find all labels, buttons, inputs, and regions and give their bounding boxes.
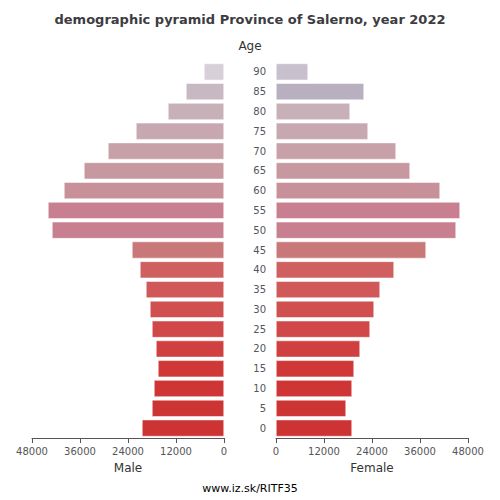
svg-text:55: 55	[253, 205, 266, 216]
svg-text:0: 0	[221, 446, 227, 457]
svg-text:85: 85	[253, 86, 266, 97]
svg-text:80: 80	[253, 106, 266, 117]
svg-text:0: 0	[260, 423, 266, 434]
svg-text:48000: 48000	[452, 446, 484, 457]
svg-text:Age: Age	[238, 39, 261, 53]
svg-text:24000: 24000	[356, 446, 388, 457]
svg-text:demographic pyramid Province o: demographic pyramid Province of Salerno,…	[54, 12, 445, 27]
svg-text:Male: Male	[114, 461, 142, 475]
svg-text:15: 15	[253, 363, 266, 374]
svg-text:25: 25	[253, 324, 266, 335]
svg-text:50: 50	[253, 225, 266, 236]
svg-text:www.iz.sk/RITF35: www.iz.sk/RITF35	[202, 482, 298, 495]
svg-text:35: 35	[253, 284, 266, 295]
svg-text:0: 0	[273, 446, 279, 457]
svg-text:36000: 36000	[64, 446, 96, 457]
svg-text:30: 30	[253, 304, 266, 315]
svg-text:24000: 24000	[112, 446, 144, 457]
svg-text:Female: Female	[350, 461, 393, 475]
svg-text:60: 60	[253, 185, 266, 196]
svg-text:70: 70	[253, 146, 266, 157]
svg-text:65: 65	[253, 165, 266, 176]
svg-text:48000: 48000	[16, 446, 48, 457]
svg-text:10: 10	[253, 383, 266, 394]
svg-text:20: 20	[253, 343, 266, 354]
svg-text:12000: 12000	[160, 446, 192, 457]
svg-text:40: 40	[253, 264, 266, 275]
svg-text:90: 90	[253, 66, 266, 77]
svg-text:5: 5	[260, 403, 266, 414]
svg-text:12000: 12000	[308, 446, 340, 457]
svg-text:36000: 36000	[404, 446, 436, 457]
svg-text:75: 75	[253, 126, 266, 137]
svg-text:45: 45	[253, 245, 266, 256]
